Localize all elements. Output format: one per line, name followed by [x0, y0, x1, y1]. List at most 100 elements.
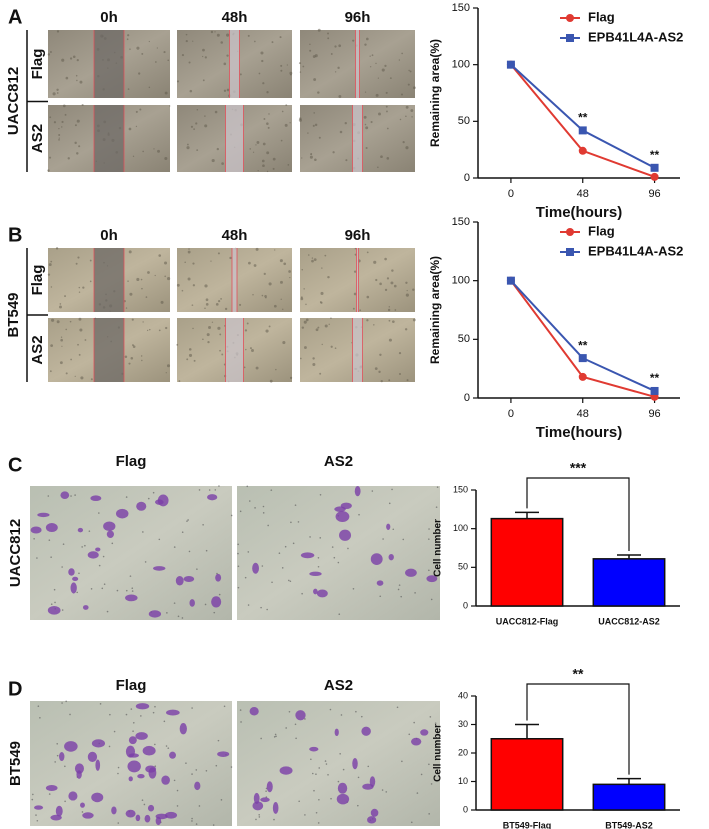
stained-cell [103, 521, 116, 532]
texture-dot [89, 280, 92, 283]
x-tick-label: 48 [577, 188, 589, 200]
bar [592, 783, 666, 811]
pore [64, 765, 66, 768]
stained-cell [354, 485, 361, 497]
stained-cell [361, 726, 371, 736]
texture-dot [263, 272, 266, 275]
stained-cell [137, 774, 145, 779]
pore [36, 819, 39, 822]
texture-dot [406, 289, 408, 292]
texture-dot [65, 76, 69, 80]
y-axis-title: Remaining area(%) [428, 39, 442, 147]
texture-dot [214, 31, 216, 33]
texture-dot [256, 141, 260, 144]
pore [298, 800, 300, 803]
texture-dot [167, 277, 171, 281]
data-point [506, 276, 515, 285]
texture-dot [249, 148, 252, 150]
pore [106, 610, 109, 613]
pore [90, 588, 93, 590]
pore [304, 718, 306, 720]
texture-dot [243, 366, 246, 369]
stained-cell [164, 811, 178, 819]
pore [278, 552, 281, 555]
texture-dot [366, 295, 370, 299]
stained-cell [215, 573, 222, 582]
time-label: 0h [100, 9, 118, 26]
texture-dot [281, 110, 284, 113]
micrograph [237, 486, 440, 620]
pore [74, 494, 76, 496]
pore [39, 716, 41, 719]
texture-dot [78, 291, 81, 293]
x-tick-label: 96 [648, 188, 660, 200]
texture-dot [84, 339, 87, 341]
stained-cell [45, 784, 58, 791]
texture-dot [408, 69, 410, 72]
stained-cell [309, 571, 322, 577]
texture-dot [266, 91, 269, 94]
pore [246, 485, 249, 488]
texture-dot [76, 119, 80, 123]
texture-dot [158, 329, 161, 332]
texture-dot [398, 352, 402, 355]
texture-dot [129, 292, 133, 296]
pore [260, 737, 262, 740]
texture-dot [49, 116, 52, 119]
texture-dot [164, 261, 168, 265]
texture-dot [378, 370, 381, 374]
texture-dot [254, 40, 256, 43]
stained-cell [68, 568, 75, 576]
column-label: Flag [116, 453, 147, 470]
pore [392, 528, 395, 531]
texture-dot [262, 142, 266, 146]
texture-dot [205, 298, 209, 302]
pore [216, 572, 218, 575]
stained-cell [316, 589, 328, 598]
cell-line-label: UACC812 [5, 67, 22, 135]
pore [35, 814, 37, 816]
texture-dot [58, 137, 60, 139]
pore [288, 710, 291, 713]
pore [202, 523, 204, 526]
texture-dot [185, 33, 188, 36]
data-point [650, 172, 659, 181]
significance-label: ** [573, 666, 584, 682]
y-axis-title: Cell number [433, 519, 444, 577]
y-tick-label: 100 [452, 275, 470, 287]
pore [270, 489, 273, 491]
texture-dot [187, 250, 191, 254]
texture-dot [275, 368, 277, 371]
stained-cell [125, 809, 136, 818]
stained-cell [183, 575, 195, 582]
texture-dot [345, 159, 348, 162]
texture-dot [76, 59, 79, 62]
texture-dot [300, 297, 304, 301]
texture-dot [373, 324, 375, 326]
texture-dot [136, 46, 140, 50]
stained-cell [272, 802, 279, 814]
texture-dot [60, 336, 63, 338]
stained-cell [266, 781, 273, 793]
texture-dot [300, 357, 302, 360]
pore [267, 524, 269, 527]
pore [330, 797, 332, 800]
texture-dot [75, 74, 78, 77]
texture-dot [388, 306, 390, 308]
texture-dot [289, 71, 293, 75]
texture-dot [266, 122, 269, 125]
texture-dot [314, 158, 317, 161]
stained-cell [91, 739, 106, 748]
pore [309, 536, 311, 538]
stained-cell [45, 523, 58, 533]
pore [310, 758, 312, 761]
pore [428, 569, 430, 572]
texture-dot [211, 158, 215, 163]
pore [176, 805, 179, 807]
y-tick-label: 0 [464, 172, 470, 184]
texture-dot [298, 118, 302, 122]
pore [289, 580, 292, 583]
texture-dot [189, 89, 193, 93]
texture-dot [379, 282, 382, 286]
pore [48, 793, 51, 795]
